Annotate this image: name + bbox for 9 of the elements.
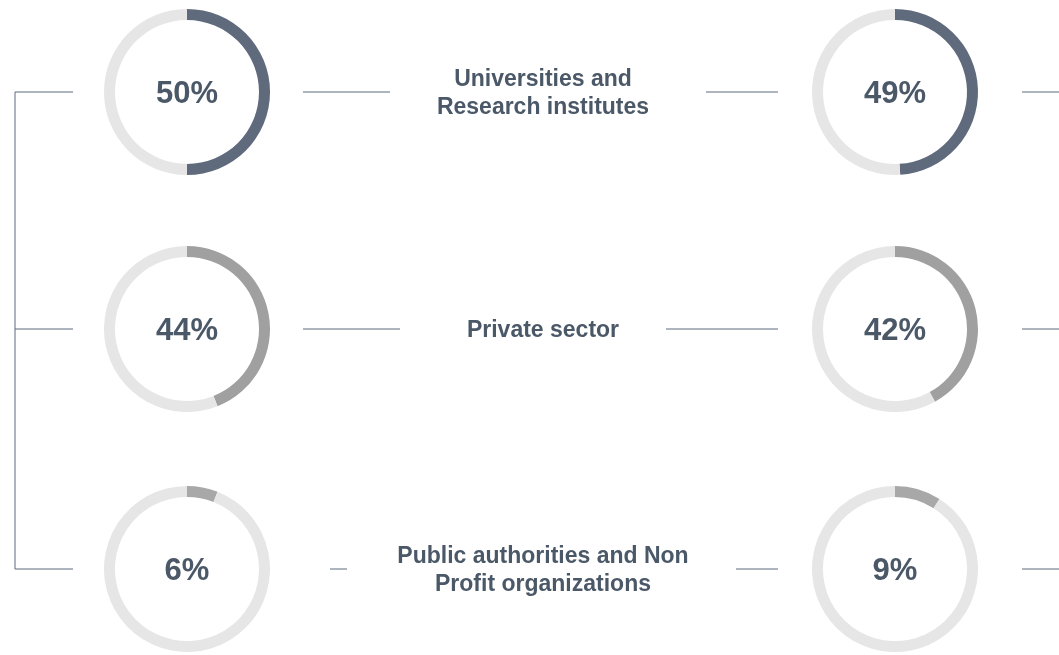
- text: 50%: [155, 74, 219, 110]
- text: Private sector: [466, 315, 620, 343]
- text: 42%: [863, 311, 927, 347]
- text: 6%: [164, 551, 210, 587]
- text: 49%: [863, 74, 927, 110]
- text: 44%: [155, 311, 219, 347]
- text: Universities and Research institutes: [435, 64, 651, 120]
- text: Public authorities and Non Profit organizations: [396, 541, 690, 597]
- text: 9%: [872, 551, 918, 587]
